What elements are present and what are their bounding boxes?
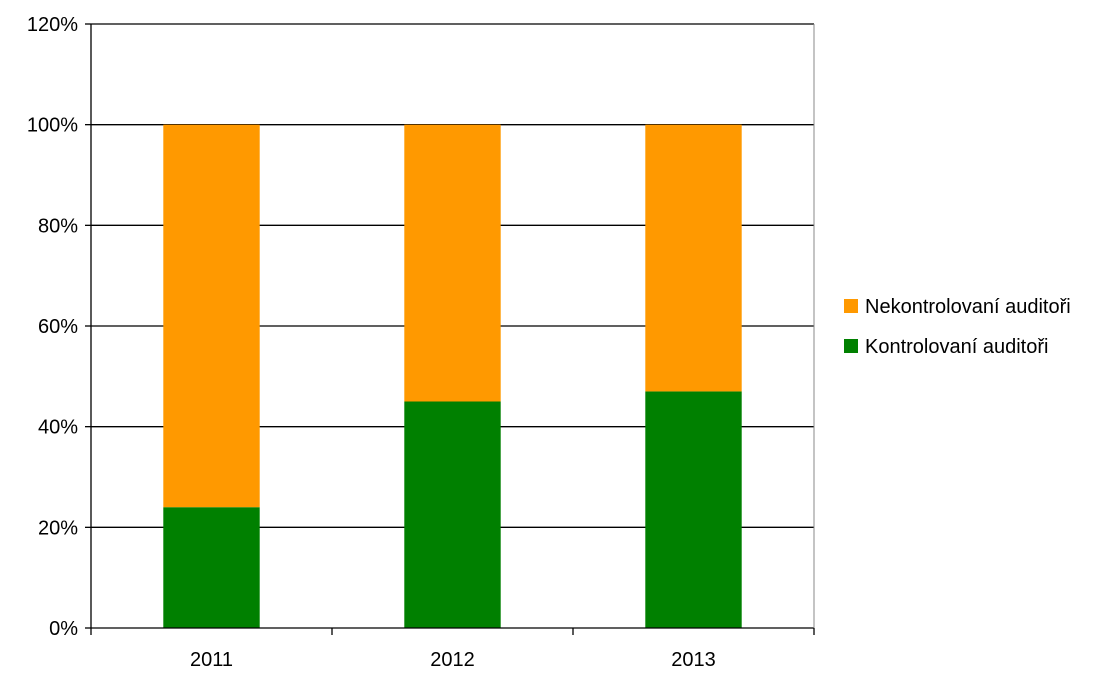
- y-tick-label: 100%: [27, 115, 78, 137]
- y-tick-labels: 0% 20% 40% 60% 80% 100% 120%: [27, 14, 78, 640]
- y-tick-label: 20%: [38, 517, 78, 539]
- y-tick-label: 80%: [38, 215, 78, 237]
- legend-label: Nekontrolovaní auditoři: [865, 296, 1071, 318]
- y-tick-label: 120%: [27, 14, 78, 36]
- x-tick-labels: 2011 2012 2013: [190, 649, 716, 671]
- bar-segment: [645, 124, 742, 392]
- y-tick-label: 40%: [38, 417, 78, 439]
- legend: Nekontrolovaní auditoři Kontrolovaní audi…: [844, 296, 1071, 358]
- y-tick-label: 60%: [38, 316, 78, 338]
- legend-label: Kontrolovaní auditoři: [865, 336, 1048, 358]
- y-tick-label: 0%: [49, 618, 78, 640]
- x-tick-label: 2013: [671, 649, 716, 671]
- bar-segment: [404, 124, 501, 402]
- legend-swatch: [844, 339, 858, 353]
- bars: [163, 124, 742, 628]
- bar-segment: [163, 507, 260, 628]
- bar-segment: [645, 391, 742, 628]
- x-tick-label: 2012: [430, 649, 475, 671]
- bar-segment: [163, 124, 260, 508]
- bar-segment: [404, 401, 501, 628]
- x-tick-label: 2011: [190, 649, 233, 671]
- legend-swatch: [844, 299, 858, 313]
- axes: [85, 23, 815, 635]
